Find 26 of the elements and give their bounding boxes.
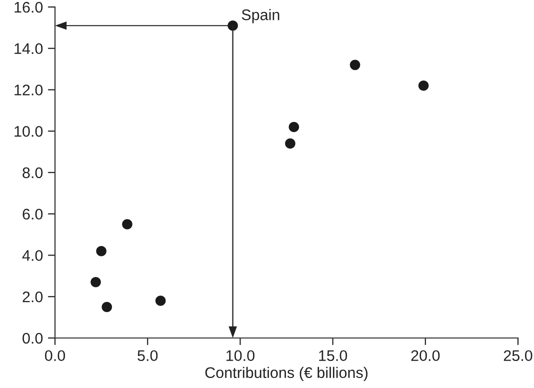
y-tick-label: 10.0 xyxy=(14,126,43,137)
point xyxy=(155,296,166,306)
x-tick-label: 5.0 xyxy=(138,350,158,362)
y-tick-label: 14.0 xyxy=(14,43,43,54)
y-tick-label: 4.0 xyxy=(22,250,43,261)
point xyxy=(288,122,300,132)
y-tick-label: 0.0 xyxy=(22,332,43,344)
point xyxy=(350,60,360,70)
y-tick-label: 16.0 xyxy=(14,2,43,13)
point xyxy=(90,276,101,288)
x-tick-label: 25.0 xyxy=(504,350,532,362)
y-tick-label: 12.0 xyxy=(14,84,43,96)
point xyxy=(96,246,106,256)
point xyxy=(122,219,132,230)
point xyxy=(418,80,429,91)
x-tick-label: 20.0 xyxy=(411,350,440,362)
point xyxy=(285,138,296,149)
point xyxy=(102,302,112,312)
y-tick-label: 6.0 xyxy=(22,208,43,220)
x-axis-title: Contributions (€ billions) xyxy=(205,366,368,382)
x-tick-label: 10.0 xyxy=(226,350,254,362)
y-tick-label: 2.0 xyxy=(22,291,43,302)
x-tick-label: 15.0 xyxy=(319,350,348,362)
y-tick-label: 8.0 xyxy=(22,167,43,178)
x-tick-label: 0.0 xyxy=(44,350,66,362)
annotation: Spain xyxy=(242,8,280,24)
